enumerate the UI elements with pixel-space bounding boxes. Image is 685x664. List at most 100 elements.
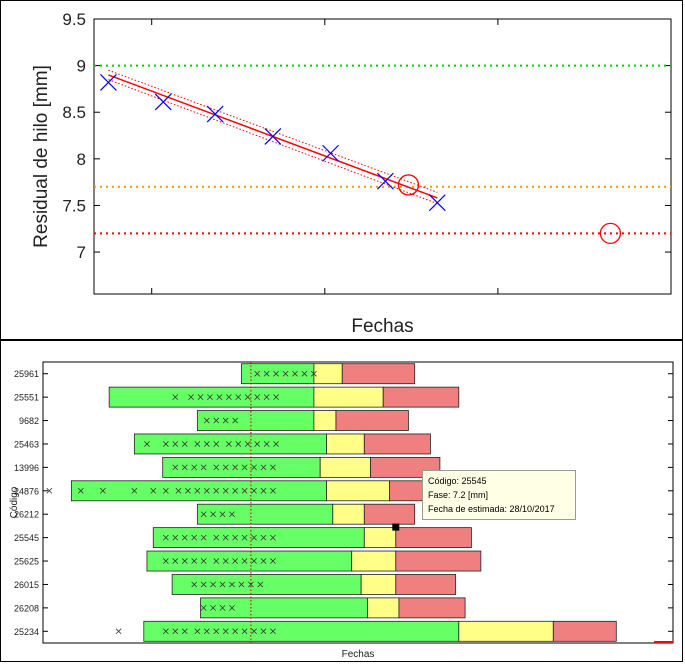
measurement-marker-stroke — [213, 558, 220, 564]
measurement-marker-stroke — [77, 487, 84, 494]
measurement-marker-stroke — [222, 464, 229, 471]
measurement-marker — [194, 628, 201, 635]
green-segment — [162, 456, 321, 478]
measurement-marker-stroke — [263, 370, 270, 377]
measurement-marker-stroke — [210, 581, 216, 588]
measurement-marker — [229, 511, 235, 518]
green-segment — [196, 503, 334, 525]
measurement-marker-stroke — [241, 534, 248, 541]
measurement-marker-stroke — [254, 441, 261, 447]
measurement-marker — [222, 558, 229, 564]
red-segment — [341, 363, 416, 385]
plot-area — [93, 18, 672, 295]
measurement-marker-stroke — [241, 628, 248, 635]
measurement-marker — [282, 370, 289, 377]
measurement-marker-stroke — [232, 558, 239, 564]
measurement-marker — [241, 534, 248, 541]
measurement-marker — [225, 394, 232, 401]
measurement-marker-stroke — [172, 441, 179, 447]
measurement-marker-stroke — [172, 534, 179, 541]
yellow-segment — [326, 480, 390, 502]
y-tick-label: 13996 — [14, 463, 39, 473]
measurement-marker-stroke — [273, 394, 279, 401]
measurement-marker-stroke — [251, 464, 257, 471]
measurement-marker — [232, 628, 239, 635]
x-axis-label: Fechas — [351, 316, 413, 337]
measurement-marker — [260, 628, 267, 635]
measurement-marker-stroke — [270, 558, 276, 564]
measurement-marker — [150, 487, 157, 494]
measurement-marker — [244, 394, 251, 401]
measurement-marker-stroke — [162, 558, 169, 564]
measurement-marker — [200, 511, 207, 518]
measurement-marker-stroke — [241, 487, 248, 494]
data-point — [322, 144, 339, 162]
measurement-marker — [200, 464, 207, 471]
measurement-marker-stroke — [311, 370, 317, 377]
measurement-marker — [270, 558, 276, 564]
measurement-marker — [203, 441, 210, 447]
measurement-marker — [213, 464, 220, 471]
measurement-marker-stroke — [270, 534, 276, 541]
measurement-marker-stroke — [172, 628, 179, 635]
measurement-marker — [162, 628, 169, 635]
measurement-marker-stroke — [270, 628, 276, 635]
measurement-marker-stroke — [213, 464, 220, 471]
measurement-marker-stroke — [203, 487, 210, 494]
y-tick-label: 25463 — [14, 439, 39, 449]
measurement-marker-stroke — [232, 417, 239, 424]
measurement-marker — [251, 628, 257, 635]
y-tick-label: 24876 — [14, 486, 39, 496]
measurement-marker — [162, 487, 169, 494]
yellow-segment — [313, 410, 337, 431]
data-point — [154, 93, 172, 111]
measurement-marker-stroke — [254, 370, 261, 377]
y-tick-label: 26015 — [14, 580, 39, 590]
yellow-segment — [360, 574, 397, 595]
measurement-marker — [232, 417, 239, 424]
red-segment — [398, 597, 466, 619]
y-tick-label: 9.5 — [62, 10, 86, 29]
measurement-marker — [172, 558, 179, 564]
measurement-marker — [232, 558, 239, 564]
data-point — [100, 73, 117, 91]
data-point-stroke — [264, 128, 282, 145]
measurement-marker — [260, 534, 267, 541]
measurement-marker — [191, 558, 198, 564]
measurement-marker-stroke — [175, 487, 182, 494]
measurement-marker-stroke — [46, 487, 53, 494]
measurement-marker — [172, 628, 179, 635]
measurement-marker — [241, 464, 248, 471]
measurement-marker — [222, 417, 229, 424]
measurement-marker-stroke — [99, 487, 106, 494]
measurement-marker-stroke — [213, 487, 220, 494]
measurement-marker-stroke — [260, 534, 267, 541]
measurement-marker — [248, 581, 254, 588]
measurement-marker-stroke — [162, 534, 169, 541]
measurement-marker — [260, 464, 267, 471]
measurement-marker-stroke — [232, 534, 239, 541]
red-segment — [382, 386, 460, 408]
measurement-marker-stroke — [200, 511, 207, 518]
y-tick-label: 7.5 — [62, 196, 86, 215]
y-tick-label: 25551 — [14, 393, 39, 403]
measurement-marker — [188, 394, 194, 401]
measurement-marker-stroke — [200, 581, 207, 588]
measurement-marker — [232, 487, 239, 494]
measurement-marker — [162, 558, 169, 564]
measurement-marker — [254, 441, 261, 447]
measurement-marker — [273, 370, 279, 377]
red-segment — [552, 620, 617, 642]
measurement-marker — [241, 628, 248, 635]
residual-chart: 7 7.5 8 8.5 9 9.5 Fechas Residual de hilo [mm] — [31, 10, 672, 337]
yellow-segment — [458, 620, 554, 642]
y-tick-label: 7 — [77, 243, 86, 262]
measurement-marker — [203, 487, 210, 494]
data-point-stroke — [100, 73, 117, 91]
green-segment — [70, 480, 327, 502]
measurement-marker — [210, 604, 216, 611]
measurement-marker-stroke — [232, 464, 239, 471]
measurement-marker-stroke — [213, 534, 220, 541]
green-segment — [171, 574, 362, 595]
measurement-marker-stroke — [248, 581, 254, 588]
